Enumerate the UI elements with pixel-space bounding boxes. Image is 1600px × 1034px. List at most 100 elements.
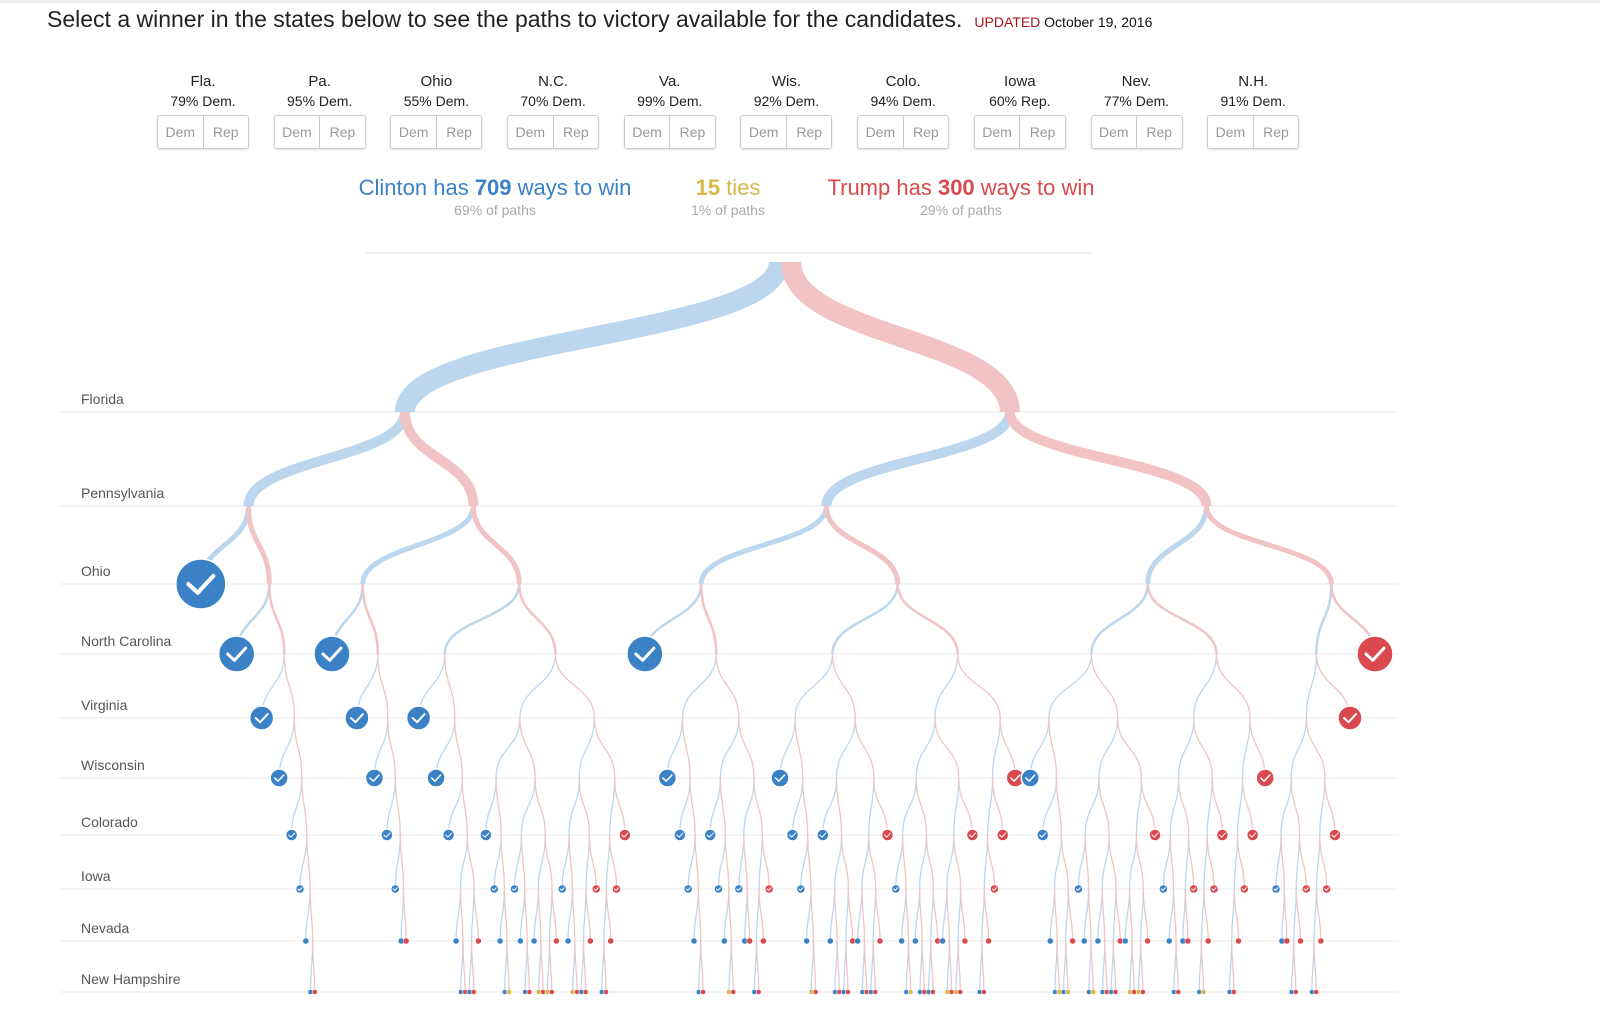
row-label: Pennsylvania bbox=[81, 485, 165, 501]
dem-button[interactable]: Dem bbox=[865, 124, 896, 140]
dem-outcome-marker bbox=[302, 937, 310, 945]
rep-button[interactable]: Rep bbox=[1136, 116, 1182, 148]
path-branch bbox=[1056, 940, 1060, 993]
rep-button[interactable]: Rep bbox=[902, 116, 949, 148]
rep-button[interactable]: Rep bbox=[1252, 116, 1299, 148]
row-label: Ohio bbox=[81, 563, 111, 579]
row-label: New Hampshire bbox=[81, 971, 181, 987]
path-branch bbox=[1104, 940, 1108, 993]
rep-button[interactable]: Rep bbox=[669, 116, 715, 148]
rep-button[interactable]: Rep bbox=[785, 116, 832, 148]
path-branch bbox=[738, 717, 755, 779]
rep-outcome-marker bbox=[746, 937, 753, 945]
path-branch bbox=[520, 777, 536, 836]
path-branch bbox=[394, 834, 401, 890]
path-branch bbox=[730, 940, 734, 993]
path-branch bbox=[1108, 834, 1117, 890]
dem-button[interactable]: Dem bbox=[1098, 124, 1129, 140]
rep-button[interactable]: Rep bbox=[435, 116, 482, 148]
rep-button[interactable]: Rep bbox=[319, 116, 365, 148]
path-branch bbox=[1090, 583, 1149, 655]
path-branch bbox=[1097, 888, 1103, 942]
path-branch bbox=[699, 583, 718, 655]
rep-outcome-marker bbox=[587, 937, 594, 945]
path-branch bbox=[755, 940, 760, 993]
updated-stamp: UPDATED October 19, 2016 bbox=[974, 14, 1152, 30]
path-branch bbox=[605, 888, 612, 942]
path-branch bbox=[781, 260, 1020, 414]
path-branch bbox=[485, 777, 497, 836]
path-branch bbox=[823, 505, 901, 585]
dem-outcome-marker bbox=[391, 884, 400, 894]
dem-button[interactable]: Dem bbox=[982, 124, 1012, 140]
path-branch bbox=[500, 834, 506, 890]
rep-outcome-marker bbox=[1144, 937, 1151, 945]
rep-outcome-marker bbox=[618, 828, 632, 842]
clinton-pre: Clinton has bbox=[358, 175, 475, 200]
path-branch bbox=[499, 888, 506, 942]
dem-outcome-marker bbox=[734, 884, 744, 894]
path-branch bbox=[548, 940, 553, 993]
path-branch bbox=[1053, 834, 1063, 890]
path-branch bbox=[387, 717, 396, 779]
dem-outcome-marker bbox=[690, 937, 698, 945]
dem-outcome-marker bbox=[313, 635, 351, 673]
check-icon bbox=[1218, 832, 1226, 838]
path-branch bbox=[738, 834, 745, 890]
dem-button[interactable]: Dem bbox=[282, 124, 312, 140]
dem-button[interactable]: Dem bbox=[632, 124, 662, 140]
path-branch bbox=[526, 940, 531, 993]
dem-button[interactable]: Dem bbox=[1215, 124, 1246, 140]
state-abbrev: N.H. bbox=[1238, 73, 1269, 90]
path-branch bbox=[537, 888, 542, 942]
rep-button[interactable]: Rep bbox=[1019, 116, 1065, 148]
path-branch bbox=[1295, 888, 1302, 942]
path-branch bbox=[694, 834, 700, 890]
rep-outcome-marker bbox=[1328, 828, 1342, 842]
path-branch bbox=[905, 888, 910, 942]
path-branch bbox=[829, 888, 836, 942]
rep-outcome-marker bbox=[876, 937, 884, 945]
path-branch bbox=[1203, 505, 1334, 585]
path-branch bbox=[1177, 777, 1190, 836]
dem-outcome-marker bbox=[441, 828, 456, 842]
row-label: Nevada bbox=[81, 920, 130, 936]
path-branch bbox=[709, 777, 722, 836]
path-branch bbox=[1283, 888, 1288, 942]
path-branch bbox=[454, 717, 463, 779]
dem-button[interactable]: Dem bbox=[515, 124, 546, 140]
winner-toggle: Dem Rep bbox=[1090, 115, 1183, 149]
dem-button[interactable]: Dem bbox=[165, 124, 196, 140]
path-branch bbox=[513, 834, 523, 890]
state-selector: N.H. 91% Dem. Dem Rep bbox=[1207, 73, 1300, 149]
dem-button[interactable]: Dem bbox=[748, 124, 779, 140]
path-branch bbox=[609, 777, 616, 836]
path-branch bbox=[794, 653, 834, 719]
dem-outcome-marker bbox=[557, 884, 567, 894]
path-branch bbox=[394, 260, 789, 414]
rep-outcome-marker bbox=[1322, 884, 1331, 894]
path-branch bbox=[861, 888, 866, 942]
path-branch bbox=[459, 834, 468, 890]
path-branch bbox=[585, 834, 591, 890]
rep-outcome-marker bbox=[1148, 828, 1162, 842]
path-branch bbox=[578, 777, 591, 836]
path-branch bbox=[1293, 940, 1297, 993]
rep-button[interactable]: Rep bbox=[552, 116, 599, 148]
path-branch bbox=[399, 411, 479, 507]
check-icon bbox=[893, 887, 899, 891]
path-branch bbox=[1241, 717, 1251, 779]
path-branch bbox=[719, 777, 726, 836]
rep-outcome-marker bbox=[312, 989, 318, 995]
state-selector: Wis. 92% Dem. Dem Rep bbox=[740, 73, 833, 149]
dem-outcome-marker bbox=[1047, 937, 1054, 945]
path-branch bbox=[956, 653, 1001, 719]
dem-outcome-marker bbox=[1081, 937, 1088, 945]
rep-button[interactable]: Rep bbox=[202, 116, 249, 148]
path-branch bbox=[470, 505, 522, 585]
state-forecast: 70% Dem. bbox=[520, 93, 586, 109]
dem-button[interactable]: Dem bbox=[398, 124, 429, 140]
tie-outcome-marker bbox=[1065, 989, 1071, 995]
path-branch bbox=[925, 834, 934, 890]
